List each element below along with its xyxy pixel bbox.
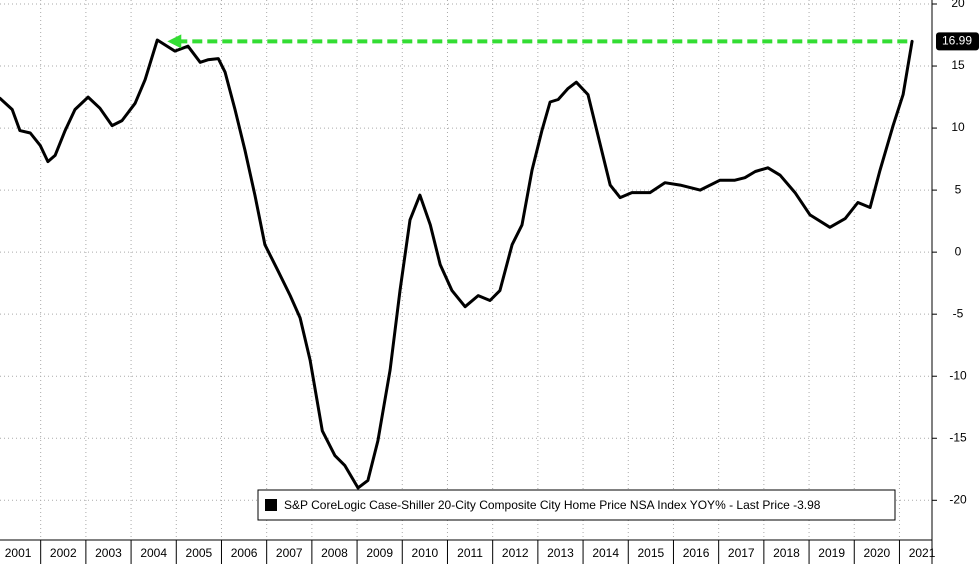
x-tick-label: 2011 (457, 546, 483, 560)
last-value-box (936, 32, 979, 51)
x-tick-label: 2019 (818, 546, 845, 560)
y-tick-label: -20 (949, 492, 967, 506)
y-tick-label: 10 (951, 120, 965, 134)
legend-label: S&P CoreLogic Case-Shiller 20-City Compo… (284, 498, 821, 512)
x-tick-label: 2016 (683, 546, 710, 560)
y-tick-label: -5 (953, 306, 964, 320)
x-tick-label: 2013 (547, 546, 574, 560)
x-tick-label: 2020 (864, 546, 891, 560)
legend-box (257, 489, 896, 521)
y-tick-label: 0 (955, 244, 962, 258)
x-tick-label: 2012 (502, 546, 529, 560)
last-value-label: 16.99 (942, 34, 972, 48)
annotation-arrowhead (167, 34, 182, 49)
x-tick-label: 2007 (276, 546, 303, 560)
x-tick-label: 2014 (592, 546, 619, 560)
x-tick-label: 2010 (412, 546, 439, 560)
x-tick-label: 2005 (186, 546, 213, 560)
y-tick-label: -10 (949, 368, 967, 382)
y-tick-label: 20 (951, 0, 965, 10)
y-tick-label: -15 (949, 430, 967, 444)
y-tick-label: 5 (955, 182, 962, 196)
x-tick-label: 2009 (366, 546, 393, 560)
x-tick-label: 2018 (773, 546, 800, 560)
x-tick-label: 2006 (231, 546, 258, 560)
x-tick-label: 2008 (321, 546, 348, 560)
x-tick-label: 2017 (728, 546, 755, 560)
x-tick-label: 2021 (909, 546, 936, 560)
plot-area (0, 0, 932, 540)
x-tick-label: 2002 (50, 546, 77, 560)
legend-swatch (265, 499, 277, 511)
x-tick-label: 2001 (5, 546, 32, 560)
x-tick-label: 2004 (140, 546, 167, 560)
x-tick-label: 2003 (95, 546, 122, 560)
y-tick-label: 15 (951, 58, 965, 72)
x-tick-label: 2015 (638, 546, 665, 560)
line-series (0, 38, 914, 490)
